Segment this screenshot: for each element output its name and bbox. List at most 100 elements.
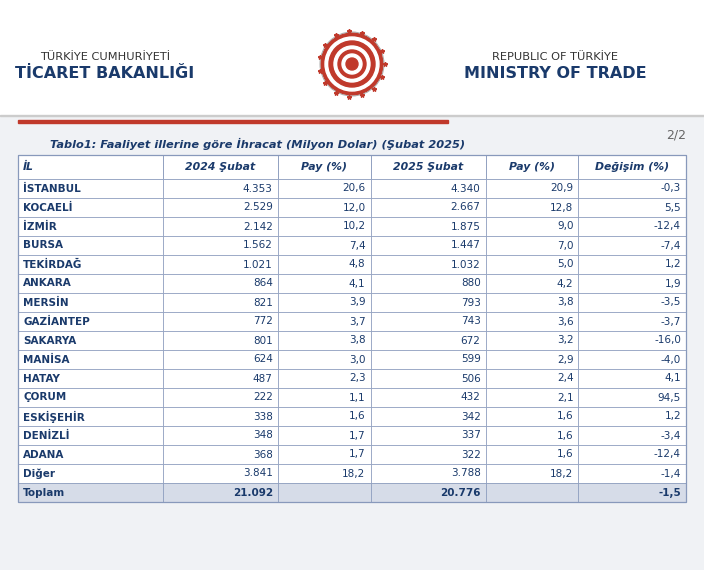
Text: 18,2: 18,2 [342, 469, 365, 478]
Text: 506: 506 [461, 373, 481, 384]
Text: İZMİR: İZMİR [23, 222, 57, 231]
Bar [278, 388, 370, 407]
Text: 1,7: 1,7 [349, 450, 365, 459]
Bar [370, 293, 486, 312]
Text: 1,1: 1,1 [349, 393, 365, 402]
Bar [486, 155, 579, 179]
Bar [163, 464, 278, 483]
Bar [579, 217, 686, 236]
Bar [579, 255, 686, 274]
Text: TİCARET BAKANLIĞI: TİCARET BAKANLIĞI [15, 67, 194, 82]
Bar [486, 388, 579, 407]
Bar [278, 369, 370, 388]
Bar [579, 331, 686, 350]
Bar [278, 236, 370, 255]
Text: 772: 772 [253, 316, 272, 327]
Text: 12,0: 12,0 [342, 202, 365, 213]
Text: 3,7: 3,7 [349, 316, 365, 327]
Text: -1,5: -1,5 [658, 487, 681, 498]
Text: -3,7: -3,7 [660, 316, 681, 327]
Bar [18, 198, 163, 217]
Text: 18,2: 18,2 [550, 469, 573, 478]
Bar [163, 274, 278, 293]
Bar [18, 388, 163, 407]
Text: 12,8: 12,8 [550, 202, 573, 213]
Text: 801: 801 [253, 336, 272, 345]
Bar [18, 217, 163, 236]
Text: HATAY: HATAY [23, 373, 60, 384]
Bar [370, 483, 486, 502]
Bar [370, 179, 486, 198]
Bar [370, 445, 486, 464]
Text: 4.353: 4.353 [243, 184, 272, 193]
Bar [579, 388, 686, 407]
Text: 1,9: 1,9 [665, 279, 681, 288]
Circle shape [334, 46, 370, 82]
Text: 21.092: 21.092 [232, 487, 272, 498]
Bar [370, 350, 486, 369]
Text: 1,2: 1,2 [665, 259, 681, 270]
Text: 487: 487 [253, 373, 272, 384]
Bar [486, 445, 579, 464]
Text: -12,4: -12,4 [654, 222, 681, 231]
Bar [579, 350, 686, 369]
Bar [486, 179, 579, 198]
Bar [278, 426, 370, 445]
Text: 20.776: 20.776 [440, 487, 481, 498]
Bar [278, 445, 370, 464]
Text: 743: 743 [460, 316, 481, 327]
Bar [370, 217, 486, 236]
Bar [370, 426, 486, 445]
Bar [370, 331, 486, 350]
Bar [370, 388, 486, 407]
Bar [579, 464, 686, 483]
Bar [163, 198, 278, 217]
Bar [486, 255, 579, 274]
Text: ESKİŞEHİR: ESKİŞEHİR [23, 410, 84, 422]
Bar [370, 155, 486, 179]
Text: 20,9: 20,9 [551, 184, 573, 193]
Text: -3,4: -3,4 [660, 430, 681, 441]
Bar [486, 483, 579, 502]
Text: ANKARA: ANKARA [23, 279, 72, 288]
Circle shape [321, 33, 383, 95]
Text: KOCAELİ: KOCAELİ [23, 202, 73, 213]
Bar [163, 293, 278, 312]
Text: 4.340: 4.340 [451, 184, 481, 193]
Bar [278, 464, 370, 483]
Bar [278, 179, 370, 198]
Bar [278, 331, 370, 350]
Text: 3,8: 3,8 [557, 298, 573, 307]
Text: 1.447: 1.447 [451, 241, 481, 250]
Text: -3,5: -3,5 [660, 298, 681, 307]
Bar [370, 236, 486, 255]
Text: SAKARYA: SAKARYA [23, 336, 76, 345]
Text: 5,0: 5,0 [557, 259, 573, 270]
Bar [486, 312, 579, 331]
Bar [18, 369, 163, 388]
Text: 9,0: 9,0 [557, 222, 573, 231]
Text: 4,2: 4,2 [557, 279, 573, 288]
Text: MINISTRY OF TRADE: MINISTRY OF TRADE [464, 67, 646, 82]
Circle shape [342, 54, 362, 74]
Bar [163, 388, 278, 407]
Bar [278, 274, 370, 293]
Text: Toplam: Toplam [23, 487, 65, 498]
Text: 2,3: 2,3 [349, 373, 365, 384]
Text: 2,4: 2,4 [557, 373, 573, 384]
Text: 1.875: 1.875 [451, 222, 481, 231]
Text: 338: 338 [253, 412, 272, 421]
Bar [18, 445, 163, 464]
Text: GAZİANTEP: GAZİANTEP [23, 316, 89, 327]
Bar [486, 350, 579, 369]
Bar [278, 293, 370, 312]
Text: 432: 432 [460, 393, 481, 402]
Bar [278, 155, 370, 179]
Text: -1,4: -1,4 [660, 469, 681, 478]
Bar [579, 236, 686, 255]
Text: 10,2: 10,2 [342, 222, 365, 231]
Bar [486, 464, 579, 483]
Bar [163, 236, 278, 255]
Bar [18, 293, 163, 312]
Bar [579, 407, 686, 426]
